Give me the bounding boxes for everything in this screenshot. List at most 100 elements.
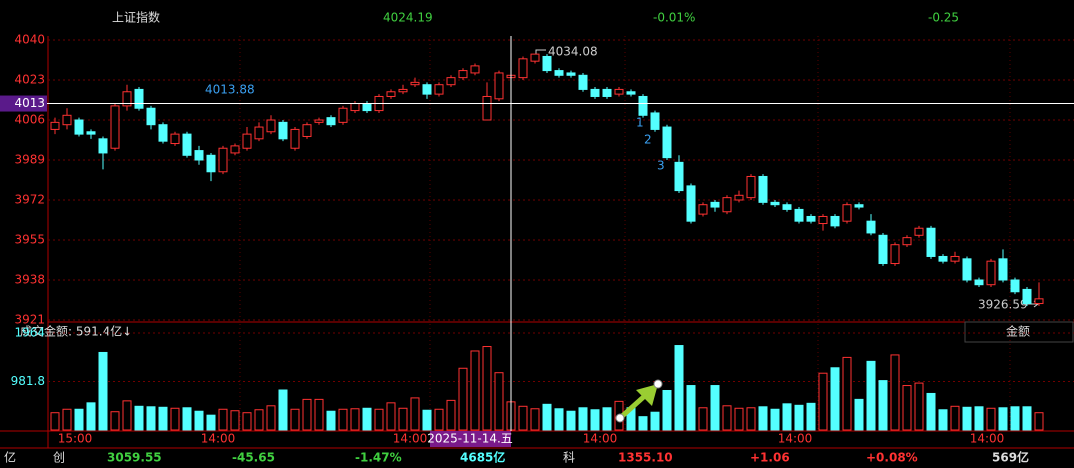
y-tick-label: 3938 (14, 273, 45, 287)
footer-text: 4685亿 (460, 450, 505, 465)
x-tick-label: 14:00 (393, 432, 428, 446)
volume-bar (302, 398, 312, 431)
candle-body (878, 234, 888, 265)
candle-body (602, 88, 612, 97)
candle-body (830, 215, 840, 227)
y-tick-label: 3921 (14, 313, 45, 327)
candle-body (674, 161, 684, 192)
volume-bar (566, 410, 576, 431)
volume-bar (230, 410, 240, 431)
candle-body (290, 128, 300, 149)
candle-body (698, 204, 708, 215)
candle-body (134, 88, 144, 109)
volume-bar (158, 406, 168, 431)
candle-body (1034, 298, 1044, 305)
candle-body (746, 175, 756, 199)
volume-bar (338, 408, 348, 431)
candle-body (74, 119, 84, 135)
volume-bar (842, 356, 852, 431)
volume-bar (638, 416, 648, 431)
volume-bar (62, 408, 72, 431)
volume-bar (986, 407, 996, 431)
candle-body (146, 107, 156, 126)
volume-bar (494, 372, 504, 431)
volume-bar (1034, 412, 1044, 431)
volume-bar (1010, 406, 1020, 431)
volume-bar (794, 404, 804, 431)
candle-body (854, 204, 864, 208)
volume-bar (110, 411, 120, 431)
footer-text: 科 (563, 451, 575, 465)
high-pointer (535, 49, 546, 55)
candle-body (578, 74, 588, 90)
footer-text: 1355.10 (618, 451, 673, 465)
candle-body (158, 124, 168, 142)
candle-body (50, 121, 60, 130)
volume-bar (266, 405, 276, 431)
volume-bar (530, 408, 540, 431)
volume-bar (386, 402, 396, 431)
candle-body (398, 88, 408, 93)
candle-body (758, 175, 768, 203)
footer-text: 569亿 (992, 450, 1029, 465)
candle-body (410, 81, 420, 86)
candle-body (626, 91, 636, 95)
volume-bar (974, 406, 984, 431)
volume-bar (1022, 406, 1032, 431)
volume-bar (554, 408, 564, 431)
volume-bar (590, 409, 600, 431)
candle-body (662, 126, 672, 159)
volume-bar (350, 408, 360, 431)
volume-bar (866, 360, 876, 431)
volume-bar (902, 385, 912, 431)
volume-bar (362, 407, 372, 431)
volume-bar (674, 345, 684, 431)
volume-bar (758, 406, 768, 431)
footer-text: 3059.55 (107, 451, 162, 465)
annotation: 4013.88 (205, 83, 255, 97)
candle-body (650, 112, 660, 130)
volume-bar (326, 410, 336, 431)
candle-body (902, 237, 912, 246)
volume-bar (206, 414, 216, 431)
volume-tick-label: 981.8 (11, 374, 45, 388)
candle-body (818, 215, 828, 225)
x-tick-label: 14:00 (583, 432, 618, 446)
high-label: 4034.08 (548, 45, 598, 59)
candle-body (278, 121, 288, 140)
volume-bar (146, 406, 156, 431)
volume-bar (854, 398, 864, 431)
volume-bar (134, 405, 144, 431)
volume-bar (806, 402, 816, 431)
candle-body (722, 197, 732, 213)
candle-body (230, 145, 240, 154)
candle-body (806, 215, 816, 222)
x-tick-label: 15:00 (58, 432, 93, 446)
volume-selector-text[interactable]: 金额 (1006, 324, 1030, 339)
volume-label: 成交金额: 591.4亿↓ (20, 324, 132, 339)
candle-body (338, 107, 348, 123)
volume-selector[interactable] (964, 321, 1074, 343)
y-tick-label: 4023 (14, 73, 45, 87)
y-tick-label: 3972 (14, 193, 45, 207)
candle-body (326, 117, 336, 126)
volume-bar (926, 392, 936, 431)
low-label: 3926.59 (978, 298, 1028, 312)
volume-bar (194, 410, 204, 431)
crosshair-date-box (430, 431, 511, 447)
candle-body (266, 119, 276, 133)
annotation: 3 (657, 159, 665, 173)
candle-body (242, 133, 252, 149)
candle-body (194, 150, 204, 161)
volume-bar (182, 407, 192, 431)
candle-body (554, 70, 564, 76)
candle-body (734, 194, 744, 201)
candle-body (590, 88, 600, 97)
volume-bar (422, 409, 432, 431)
x-tick-label: 14:00 (970, 432, 1005, 446)
arrow-dot (615, 413, 625, 423)
candle-body (314, 119, 324, 123)
volume-bar (518, 405, 528, 431)
volume-bar (746, 407, 756, 431)
